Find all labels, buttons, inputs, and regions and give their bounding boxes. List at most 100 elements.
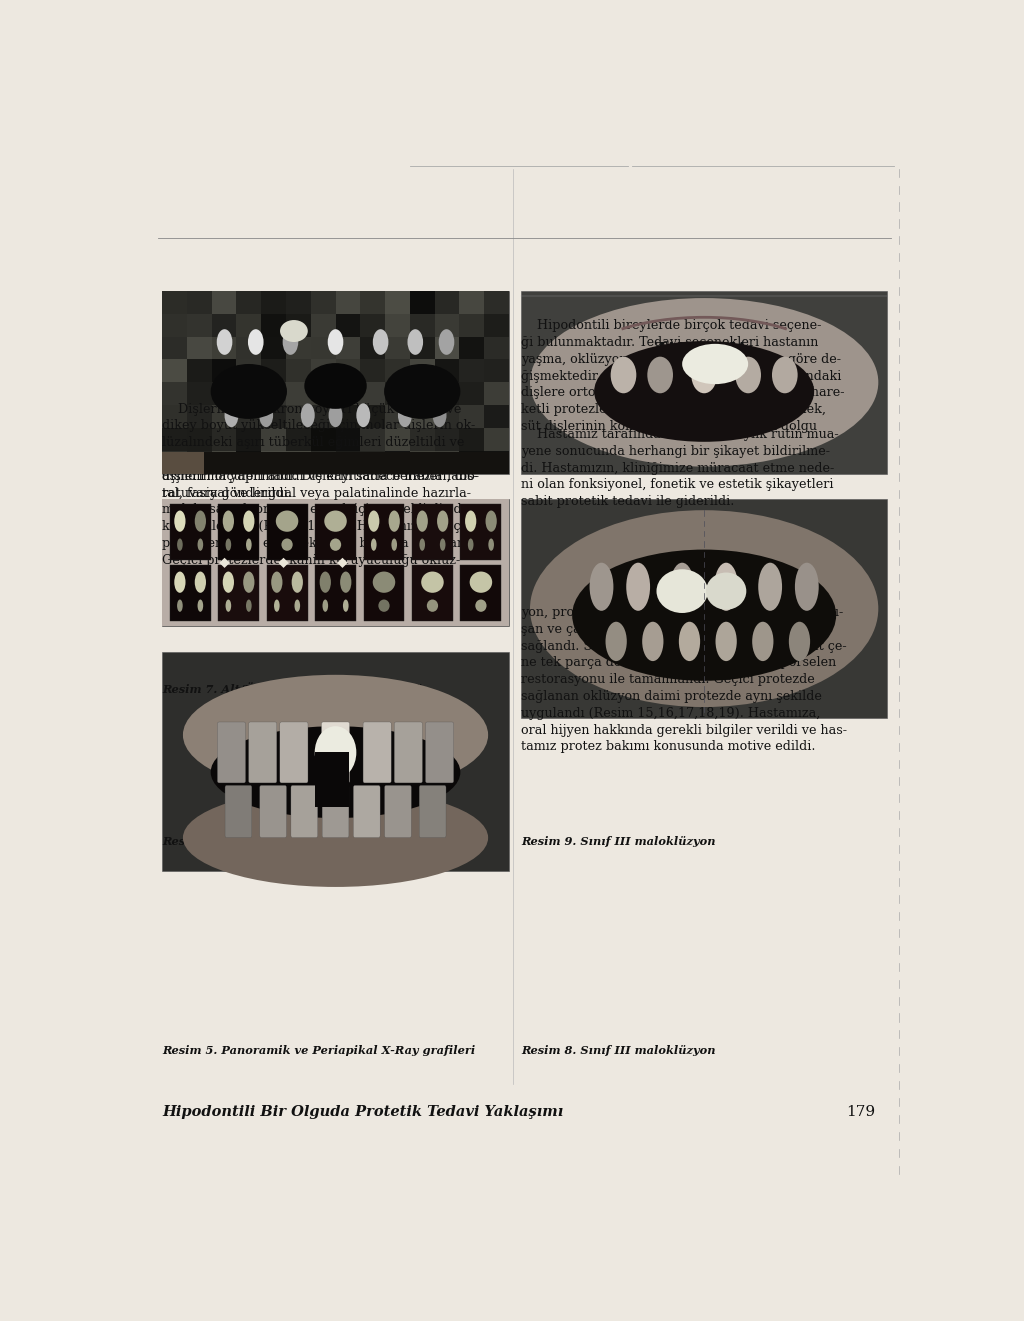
Bar <box>484 382 509 406</box>
Bar <box>412 565 453 621</box>
Ellipse shape <box>530 299 879 466</box>
Bar <box>460 428 484 450</box>
Bar <box>460 406 484 428</box>
Ellipse shape <box>485 510 497 532</box>
Bar <box>212 382 237 406</box>
Ellipse shape <box>391 539 397 551</box>
Bar <box>212 291 237 313</box>
Bar <box>315 505 356 560</box>
Ellipse shape <box>319 572 331 593</box>
Ellipse shape <box>282 539 293 551</box>
Bar <box>310 291 336 313</box>
Ellipse shape <box>388 510 399 532</box>
Text: TARTIŞMA: TARTIŞMA <box>655 342 749 355</box>
Ellipse shape <box>295 600 300 612</box>
Bar <box>212 337 237 359</box>
Bar <box>385 359 410 382</box>
Bar <box>237 450 261 474</box>
Ellipse shape <box>432 403 446 427</box>
Bar <box>218 505 259 560</box>
Bar <box>261 450 286 474</box>
Ellipse shape <box>325 510 347 532</box>
FancyBboxPatch shape <box>249 723 276 783</box>
Bar <box>212 450 237 474</box>
Ellipse shape <box>174 510 185 532</box>
Bar <box>410 291 434 313</box>
Bar <box>286 337 310 359</box>
Bar <box>385 313 410 337</box>
FancyBboxPatch shape <box>217 723 246 783</box>
Ellipse shape <box>271 572 283 593</box>
Bar <box>385 291 410 313</box>
Bar <box>261 428 286 450</box>
Bar <box>187 359 212 382</box>
Bar <box>460 382 484 406</box>
Ellipse shape <box>714 563 738 610</box>
Bar <box>336 428 360 450</box>
Bar <box>336 450 360 474</box>
Bar <box>364 565 404 621</box>
Ellipse shape <box>656 569 708 613</box>
Bar <box>261 382 286 406</box>
Bar <box>360 428 385 450</box>
Bar <box>336 406 360 428</box>
Text: Resim 7. Alt/Üst dişlerin genel görünüşü: Resim 7. Alt/Üst dişlerin genel görünüşü <box>162 682 423 695</box>
Bar <box>315 565 356 621</box>
Bar <box>310 406 336 428</box>
Ellipse shape <box>758 563 782 610</box>
Text: Hipodontili bireylerde birçok tedavi seçene-
ği bulunmaktadır. Tedavi seçenekler: Hipodontili bireylerde birçok tedavi seç… <box>521 320 845 433</box>
Polygon shape <box>279 557 289 568</box>
Bar <box>360 359 385 382</box>
Bar <box>286 450 310 474</box>
Bar <box>336 313 360 337</box>
Ellipse shape <box>691 357 717 394</box>
Bar <box>434 359 460 382</box>
Bar <box>434 450 460 474</box>
Bar <box>412 505 453 560</box>
Ellipse shape <box>788 622 810 660</box>
Bar <box>187 428 212 450</box>
Ellipse shape <box>378 600 389 612</box>
FancyBboxPatch shape <box>323 786 349 838</box>
Bar <box>162 450 187 474</box>
Bar <box>484 337 509 359</box>
Ellipse shape <box>328 329 343 355</box>
Bar <box>237 382 261 406</box>
Ellipse shape <box>183 789 488 886</box>
Bar <box>385 337 410 359</box>
Text: Resim 6. Panoramik ve Periapikal X-Ray grafileri: Resim 6. Panoramik ve Periapikal X-Ray g… <box>162 836 475 847</box>
Ellipse shape <box>671 563 694 610</box>
Bar <box>434 313 460 337</box>
Bar <box>360 450 385 474</box>
Ellipse shape <box>314 727 356 778</box>
Ellipse shape <box>488 539 494 551</box>
Bar <box>484 406 509 428</box>
Text: Resim 8. Sınıf III maloklüzyon: Resim 8. Sınıf III maloklüzyon <box>521 1045 716 1055</box>
Bar <box>162 651 509 871</box>
Polygon shape <box>337 557 348 568</box>
Bar <box>364 505 404 560</box>
Ellipse shape <box>340 572 351 593</box>
Bar <box>187 291 212 313</box>
Ellipse shape <box>248 329 263 355</box>
Bar <box>237 359 261 382</box>
Bar <box>266 565 307 621</box>
Bar <box>286 359 310 382</box>
Bar <box>162 359 187 382</box>
Bar <box>336 337 360 359</box>
Ellipse shape <box>735 357 761 394</box>
Ellipse shape <box>330 539 341 551</box>
Bar <box>521 499 888 719</box>
Bar <box>310 450 336 474</box>
Ellipse shape <box>177 600 182 612</box>
Bar <box>410 406 434 428</box>
Bar <box>360 291 385 313</box>
Ellipse shape <box>177 539 182 551</box>
Bar <box>336 291 360 313</box>
Bar <box>410 428 434 450</box>
Ellipse shape <box>198 539 203 551</box>
Ellipse shape <box>605 622 627 660</box>
Bar <box>170 565 211 621</box>
Bar <box>336 359 360 382</box>
Ellipse shape <box>243 510 254 532</box>
